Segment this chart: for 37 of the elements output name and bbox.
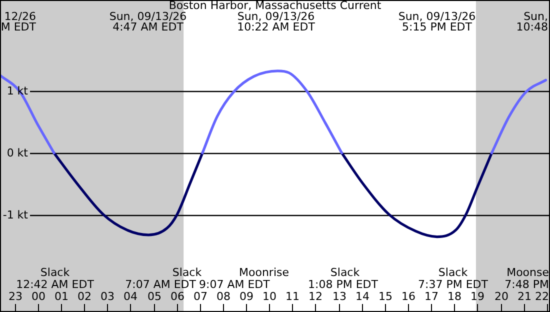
annotation: 12/26 M EDT: [0, 10, 36, 34]
x-tick-label: 17: [424, 290, 438, 303]
x-tick-label: 09: [240, 290, 254, 303]
chart-title: Boston Harbor, Massachusetts Current: [168, 0, 382, 12]
x-tick-label: 03: [100, 290, 114, 303]
annotation: Sun, 09/13/26 4:47 AM EDT: [109, 10, 187, 34]
annotation: Sun, 09/13/26 5:15 PM EDT: [398, 10, 476, 34]
x-tick-label: 04: [124, 290, 138, 303]
x-tick-label: 01: [54, 290, 68, 303]
x-tick-label: 08: [216, 290, 230, 303]
x-tick-label: 02: [78, 290, 92, 303]
x-tick-label: 15: [378, 290, 392, 303]
x-tick-label: 00: [32, 290, 46, 303]
x-tick-label: 05: [148, 290, 162, 303]
x-tick-label: 06: [170, 290, 184, 303]
x-tick-label: 18: [448, 290, 462, 303]
y-tick-label: -1 kt: [2, 208, 29, 222]
y-tick-label: 0 kt: [6, 146, 29, 160]
annotation: Slack 7:37 PM EDT: [418, 266, 488, 291]
annotation: Slack 1:08 PM EDT: [308, 266, 378, 291]
x-tick-label: 14: [356, 290, 370, 303]
y-tick-label: 1 kt: [6, 84, 29, 98]
annotation: Moonse 7:48 PM: [504, 266, 550, 291]
x-tick-label: 12: [308, 290, 322, 303]
x-tick-label: 20: [494, 290, 508, 303]
annotation: Sun, 10:48: [516, 10, 548, 34]
annotation: Sun, 09/13/26 10:22 AM EDT: [237, 10, 316, 34]
x-tick-label: 23: [8, 290, 22, 303]
x-tick-label: 13: [332, 290, 346, 303]
x-tick-label: 19: [470, 290, 484, 303]
x-tick-label: 22: [535, 290, 549, 303]
x-tick-label: 21: [518, 290, 532, 303]
x-tick-label: 10: [262, 290, 276, 303]
x-tick-label: 11: [286, 290, 300, 303]
x-tick-label: 07: [194, 290, 208, 303]
x-tick-label: 16: [402, 290, 416, 303]
annotation: Slack 12:42 AM EDT: [16, 266, 94, 291]
